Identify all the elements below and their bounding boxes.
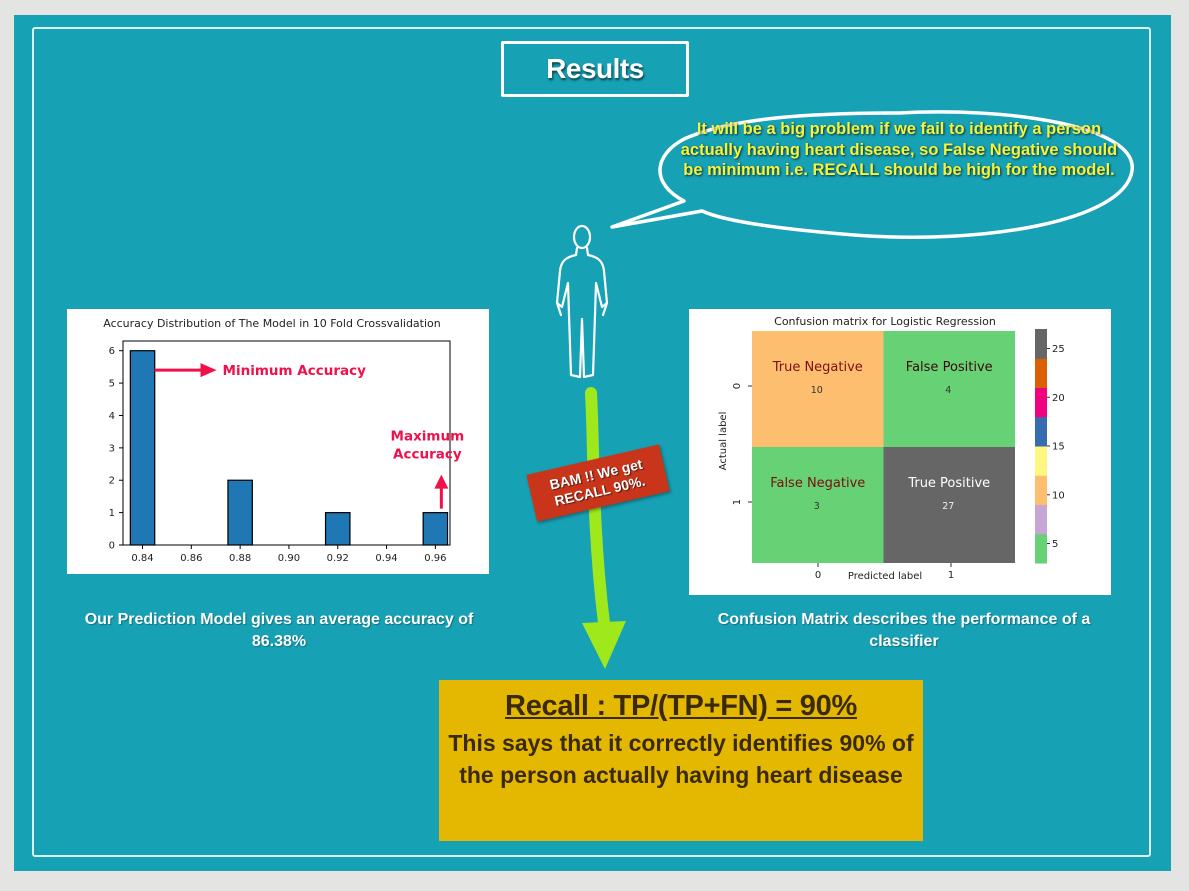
histogram-axes-frame (122, 340, 451, 546)
colorbar-segment (1035, 387, 1047, 418)
cell-label: False Negative (770, 476, 865, 491)
recall-box: Recall : TP/(TP+FN) = 90% This says that… (439, 680, 923, 841)
histogram-bar (227, 479, 253, 546)
x-tick-label: 0.88 (229, 553, 251, 564)
slide-frame (32, 27, 1151, 857)
x-tick-label: 0.86 (180, 553, 202, 564)
recall-description: This says that it correctly identifies 9… (448, 730, 914, 788)
histogram-caption: Our Prediction Model gives an average ac… (84, 611, 474, 650)
title-box: Results (501, 41, 689, 97)
colorbar-tick-label: 25 (1052, 344, 1065, 355)
matrix-cell (752, 447, 884, 563)
x-tick-label: 0 (815, 570, 821, 581)
colorbar-segment (1035, 416, 1047, 447)
colorbar-tick-label: 15 (1052, 442, 1065, 453)
matrix-cell (883, 331, 1015, 447)
cell-value: 4 (945, 385, 951, 396)
x-tick-label: 0.90 (278, 553, 300, 564)
y-tick-label: 5 (109, 379, 115, 390)
y-tick-label: 6 (109, 346, 115, 357)
slide: Results It will be a big problem if we f… (14, 15, 1171, 871)
histogram-bar (129, 350, 156, 546)
colorbar-tick-label: 20 (1052, 393, 1065, 404)
colorbar-segment (1035, 446, 1047, 476)
speech-bubble-shape (610, 110, 1134, 239)
histogram-bar (324, 512, 351, 546)
y-tick-label: 0 (732, 383, 743, 389)
x-tick-label: 0.92 (327, 553, 349, 564)
y-tick-label: 3 (109, 443, 115, 454)
cell-value: 10 (811, 385, 823, 396)
matrix-cell (883, 447, 1015, 563)
recall-formula: Recall : TP/(TP+FN) = 90% (505, 690, 857, 722)
colorbar-tick-label: 10 (1052, 490, 1065, 501)
slide-title: Results (546, 53, 644, 84)
y-tick-label: 1 (109, 508, 115, 519)
confusion-matrix-caption: Confusion Matrix describes the performan… (717, 611, 1091, 650)
colorbar-segment (1035, 358, 1047, 388)
arrow-head (200, 363, 217, 378)
x-tick-label: 0.84 (131, 553, 153, 564)
confusion-matrix-title: Confusion matrix for Logistic Regression (774, 315, 996, 328)
accuracy-histogram-panel: Accuracy Distribution of The Model in 10… (67, 309, 489, 574)
cell-value: 3 (814, 501, 820, 512)
cell-label: True Negative (772, 360, 863, 375)
person-outline-icon (555, 224, 609, 379)
y-tick-label: 4 (109, 411, 115, 422)
maximum-accuracy-label: Maximum (391, 429, 465, 445)
x-tick-label: 1 (948, 570, 954, 581)
y-tick-label: 2 (109, 476, 115, 487)
down-arrow-icon (582, 387, 626, 669)
minimum-accuracy-label: Minimum Accuracy (223, 363, 367, 379)
confusion-matrix-panel: Confusion matrix for Logistic Regression… (689, 309, 1111, 595)
cell-label: False Positive (906, 360, 993, 375)
y-tick-label: 0 (109, 541, 115, 552)
colorbar-segment (1035, 533, 1047, 564)
cell-label: True Positive (907, 476, 990, 491)
y-axis-label: Actual label (718, 412, 729, 471)
confusion-matrix: Confusion matrix for Logistic Regression… (718, 315, 1065, 582)
x-axis-label: Predicted label (848, 571, 922, 582)
matrix-cell (752, 331, 884, 447)
x-tick-label: 0.94 (375, 553, 397, 564)
histogram-bar (422, 512, 449, 546)
colorbar-segment (1035, 475, 1047, 505)
cell-value: 27 (942, 501, 954, 512)
speech-bubble-text: It will be a big problem if we fail to i… (680, 120, 1118, 179)
accuracy-histogram: Accuracy Distribution of The Model in 10… (103, 317, 465, 564)
histogram-title: Accuracy Distribution of The Model in 10… (103, 317, 441, 330)
colorbar-segment (1035, 504, 1047, 535)
maximum-accuracy-label: Accuracy (393, 447, 462, 463)
arrow-head (434, 474, 449, 489)
x-tick-label: 0.96 (424, 553, 446, 564)
colorbar-tick-label: 5 (1052, 539, 1058, 550)
colorbar-segment (1035, 329, 1047, 359)
y-tick-label: 1 (732, 499, 743, 505)
